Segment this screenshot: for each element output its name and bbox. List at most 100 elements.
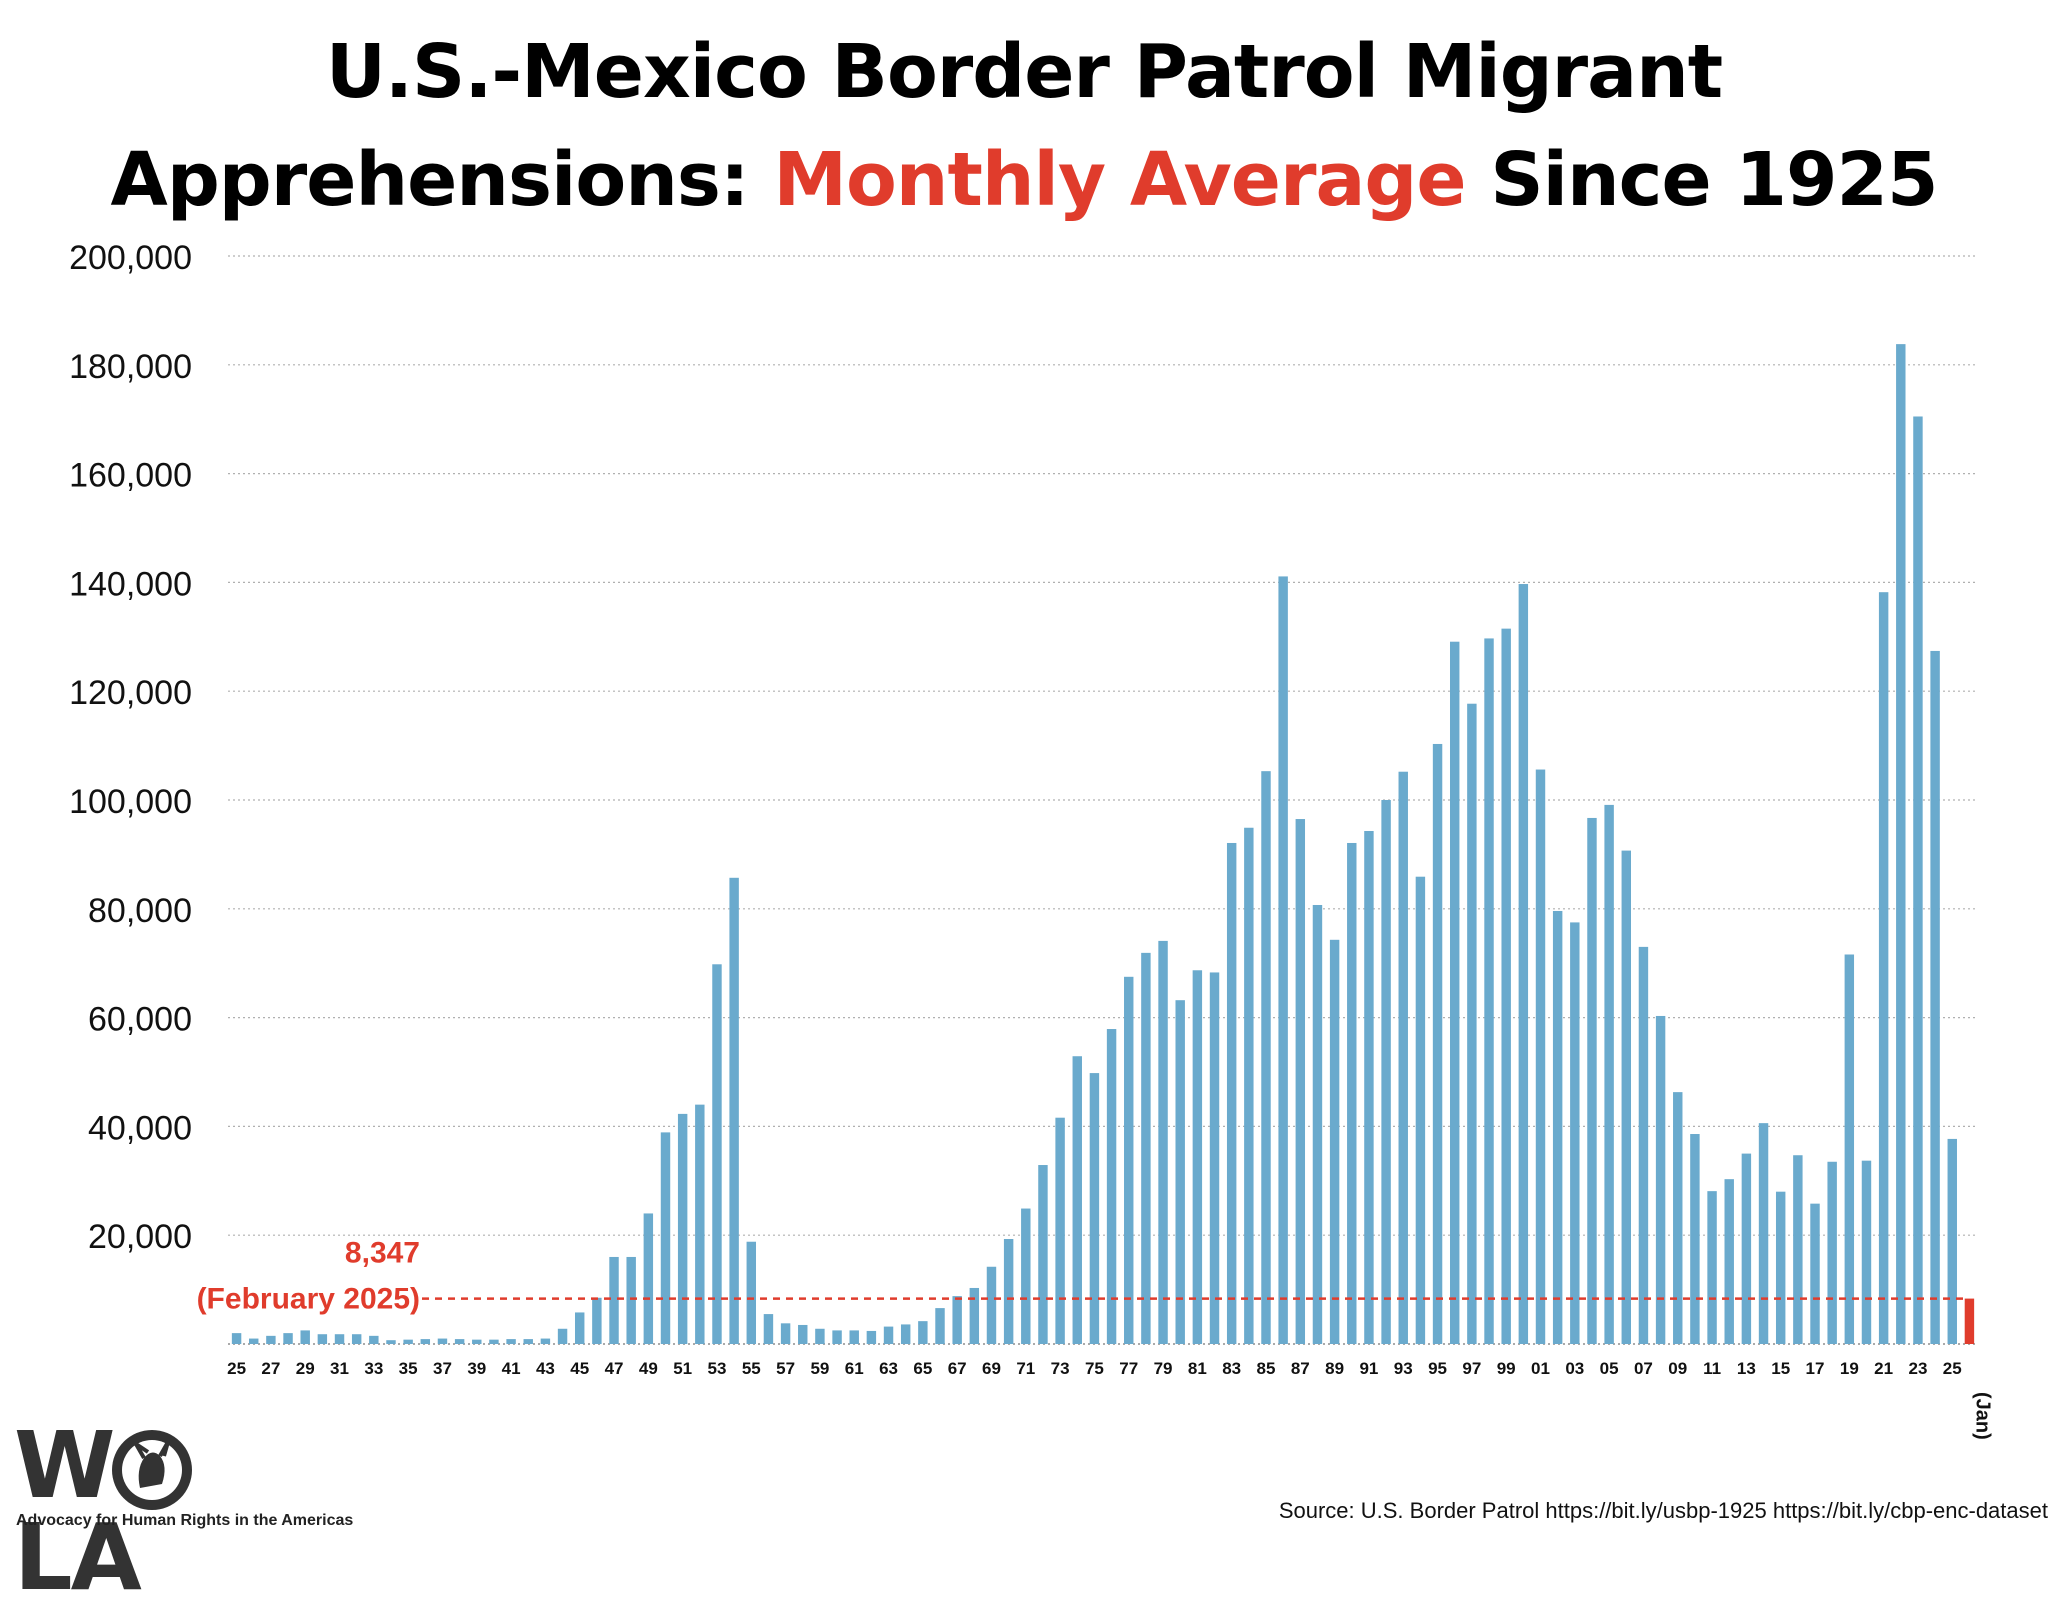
x-tick-label: 05 bbox=[1600, 1359, 1619, 1378]
bar bbox=[986, 1266, 997, 1344]
bar bbox=[1347, 842, 1357, 1344]
bar bbox=[1878, 592, 1889, 1344]
bar bbox=[1072, 1056, 1082, 1344]
bar bbox=[1775, 1191, 1786, 1344]
bar bbox=[763, 1314, 774, 1344]
bar bbox=[574, 1312, 585, 1344]
bar bbox=[900, 1324, 911, 1344]
bar bbox=[643, 1213, 654, 1344]
bar bbox=[1312, 904, 1323, 1344]
title-line-1: U.S.-Mexico Border Patrol Migrant bbox=[325, 29, 1723, 115]
bar bbox=[1381, 800, 1391, 1344]
bar bbox=[609, 1256, 619, 1344]
bar bbox=[1724, 1179, 1734, 1344]
x-tick-label: 83 bbox=[1222, 1359, 1241, 1378]
x-tick-label: 79 bbox=[1154, 1359, 1173, 1378]
bar bbox=[1552, 910, 1563, 1344]
bar bbox=[798, 1324, 808, 1344]
x-tick-label: 35 bbox=[399, 1359, 418, 1378]
bar bbox=[969, 1287, 980, 1344]
bar bbox=[283, 1333, 293, 1344]
bar bbox=[420, 1339, 431, 1344]
y-tick-label: 80,000 bbox=[88, 892, 192, 930]
bar bbox=[1638, 946, 1649, 1344]
bar bbox=[1570, 922, 1580, 1344]
x-tick-label: 53 bbox=[708, 1359, 727, 1378]
logo-tagline: Advocacy for Human Rights in the America… bbox=[16, 1512, 354, 1529]
y-tick-label: 200,000 bbox=[69, 239, 192, 277]
x-tick-label: 59 bbox=[810, 1359, 829, 1378]
bar bbox=[1192, 970, 1203, 1344]
bar bbox=[712, 964, 722, 1344]
bar bbox=[1690, 1134, 1700, 1344]
bar bbox=[540, 1338, 551, 1344]
bar bbox=[918, 1321, 928, 1344]
bar bbox=[1226, 842, 1237, 1344]
bar bbox=[1930, 650, 1940, 1344]
x-tick-label: 97 bbox=[1462, 1359, 1481, 1378]
x-tick-label: 71 bbox=[1016, 1359, 1035, 1378]
x-tick-label: 43 bbox=[536, 1359, 555, 1378]
bar bbox=[626, 1256, 636, 1344]
x-tick-label: 07 bbox=[1634, 1359, 1653, 1378]
x-tick-label: 01 bbox=[1531, 1359, 1550, 1378]
x-tick-label: 85 bbox=[1257, 1359, 1276, 1378]
x-tick-label: 23 bbox=[1908, 1359, 1927, 1378]
bar bbox=[1467, 703, 1477, 1344]
x-tick-label: 91 bbox=[1359, 1359, 1378, 1378]
bar bbox=[317, 1334, 328, 1344]
bar bbox=[1038, 1165, 1048, 1344]
bar bbox=[1758, 1123, 1769, 1344]
x-tick-label: 67 bbox=[948, 1359, 967, 1378]
bar bbox=[523, 1339, 533, 1344]
bar bbox=[1449, 641, 1460, 1344]
x-tick-label: 77 bbox=[1119, 1359, 1138, 1378]
bar bbox=[660, 1132, 671, 1344]
bar bbox=[866, 1330, 877, 1344]
x-tick-label: 61 bbox=[845, 1359, 864, 1378]
x-tick-label: 13 bbox=[1737, 1359, 1756, 1378]
bar bbox=[351, 1334, 362, 1344]
x-tick-label: 15 bbox=[1771, 1359, 1790, 1378]
bar bbox=[1844, 954, 1855, 1344]
bar bbox=[1484, 638, 1494, 1344]
bar bbox=[1587, 817, 1597, 1344]
bar bbox=[1055, 1117, 1065, 1344]
bar bbox=[1913, 416, 1923, 1345]
x-tick-label: 11 bbox=[1703, 1359, 1721, 1378]
bar bbox=[1124, 976, 1134, 1344]
bar bbox=[729, 877, 739, 1344]
x-tick-label: 99 bbox=[1497, 1359, 1516, 1378]
x-tick-label: 81 bbox=[1188, 1359, 1207, 1378]
bar bbox=[815, 1328, 825, 1344]
title-line-2: Apprehensions: Monthly Average Since 192… bbox=[0, 126, 2048, 234]
bar bbox=[1518, 584, 1529, 1344]
logo-letter-w: W bbox=[14, 1412, 115, 1519]
bar bbox=[1655, 1015, 1666, 1344]
logo-emblem-icon bbox=[112, 1430, 192, 1510]
bar bbox=[1432, 743, 1443, 1344]
x-tick-label: 17 bbox=[1806, 1359, 1825, 1378]
bar bbox=[1295, 819, 1306, 1344]
x-tick-label: 45 bbox=[570, 1359, 589, 1378]
bar bbox=[1861, 1160, 1872, 1344]
bar bbox=[369, 1335, 379, 1344]
bar bbox=[1141, 952, 1151, 1344]
bar bbox=[1501, 628, 1511, 1344]
x-tick-label: 19 bbox=[1840, 1359, 1859, 1378]
bar bbox=[1209, 972, 1220, 1344]
x-tick-label: 95 bbox=[1428, 1359, 1447, 1378]
x-tick-label: 69 bbox=[982, 1359, 1001, 1378]
x-tick-label: 57 bbox=[776, 1359, 795, 1378]
bar bbox=[231, 1333, 242, 1344]
bar bbox=[1278, 576, 1288, 1344]
bar bbox=[266, 1335, 276, 1344]
bar bbox=[935, 1308, 945, 1344]
bar bbox=[249, 1338, 259, 1344]
highlight-bar bbox=[1964, 1298, 1975, 1344]
bar bbox=[437, 1338, 448, 1344]
bar bbox=[883, 1326, 894, 1344]
bar bbox=[780, 1323, 791, 1344]
bar bbox=[1398, 771, 1408, 1344]
bar bbox=[300, 1330, 310, 1344]
